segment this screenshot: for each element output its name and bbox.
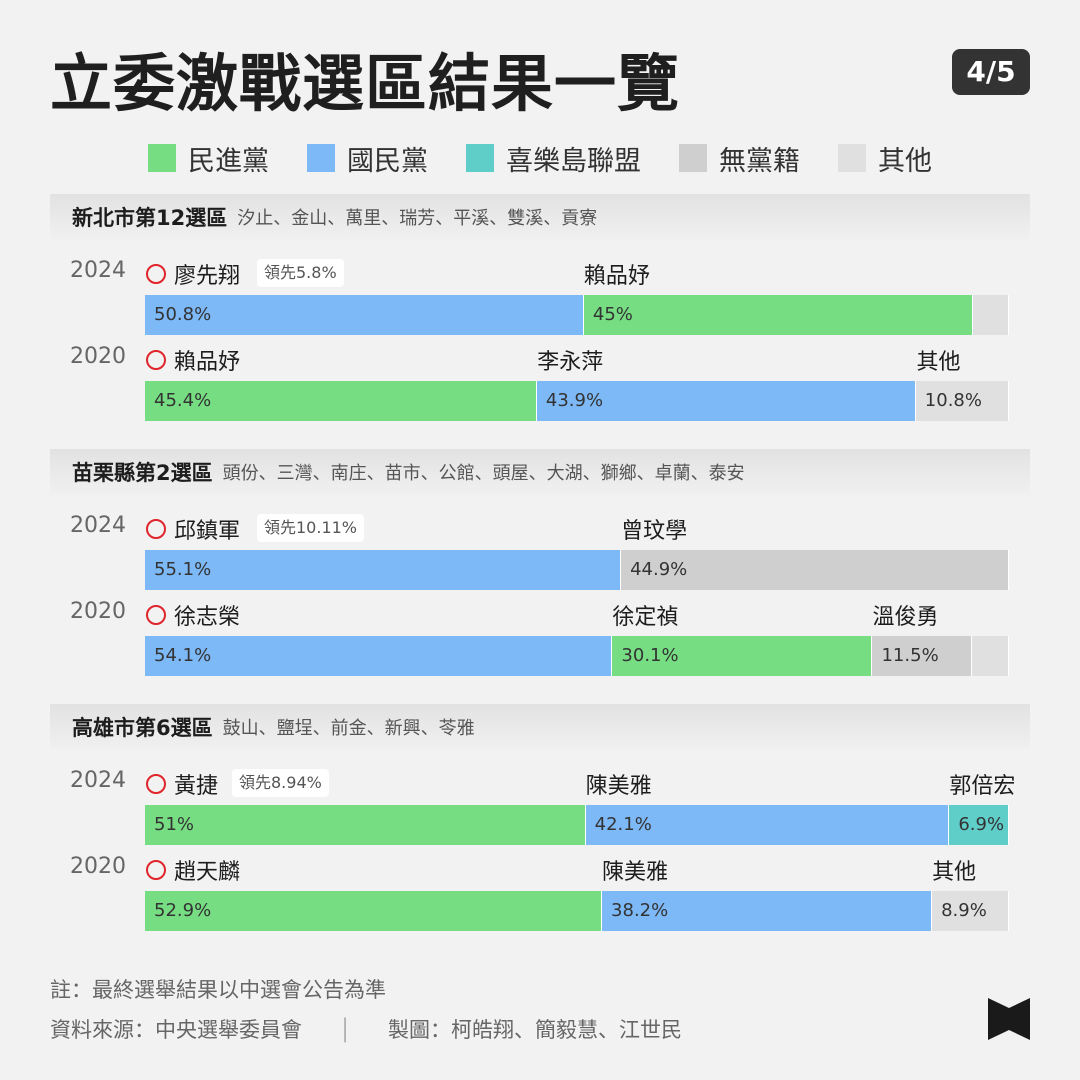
candidate-label: 溫俊勇 [872, 605, 939, 630]
legend-item: 無黨籍 [679, 139, 800, 178]
legend-label: 無黨籍 [719, 145, 800, 177]
legend-item: 其他 [838, 139, 932, 178]
winner-circle-icon [146, 774, 166, 794]
bar-segment: 10.8% [915, 381, 1010, 421]
legend-label: 喜樂島聯盟 [506, 145, 641, 177]
bar-segment: 45.4% [145, 381, 537, 421]
bar-segment: 38.2% [602, 891, 933, 931]
district-block: 高雄市第6選區 鼓山、鹽埕、前金、新興、苓雅 2024 黃捷 領先8.94% 陳美雅 郭倍宏… [0, 704, 1080, 974]
legend-swatch [466, 144, 494, 172]
legend-label: 民進黨 [188, 145, 269, 177]
winner-name: 黃捷 [174, 774, 219, 799]
election-year: 2024 [70, 258, 126, 283]
bar-segment: 51% [145, 805, 586, 845]
district-name: 高雄市第6選區 [72, 716, 213, 740]
legend-swatch [148, 144, 176, 172]
winner-circle-icon [146, 605, 166, 625]
district-areas: 鼓山、鹽埕、前金、新興、苓雅 [222, 718, 475, 739]
candidate-label: 其他 [916, 350, 961, 375]
district-block: 新北市第12選區 汐止、金山、萬里、瑞芳、平溪、雙溪、貢寮 2024 廖先翔 領先5.8… [0, 194, 1080, 464]
legend-swatch [679, 144, 707, 172]
election-year: 2020 [70, 854, 126, 879]
winner-name: 賴品妤 [174, 350, 241, 375]
result-bar: 51% 42.1% 6.9% [145, 805, 1009, 845]
winner-name: 廖先翔 [174, 264, 241, 289]
winner-circle-icon [146, 264, 166, 284]
election-year: 2024 [70, 513, 126, 538]
legend-item: 民進黨 [148, 139, 269, 178]
credits-text: 製圖：柯皓翔、簡毅慧、江世民 [388, 1018, 683, 1042]
candidate-label: 賴品妤 [583, 264, 650, 289]
election-year: 2020 [70, 344, 126, 369]
legend-item: 國民黨 [307, 139, 428, 178]
election-year: 2020 [70, 599, 126, 624]
bar-segment: 54.1% [145, 636, 613, 676]
result-bar: 55.1% 44.9% [145, 550, 1009, 590]
page-title: 立委激戰選區結果一覽 [50, 47, 681, 120]
bar-segment: 52.9% [145, 891, 603, 931]
district-block: 苗栗縣第2選區 頭份、三灣、南庄、苗市、公館、頭屋、大湖、獅鄉、卓蘭、泰安 2024… [0, 449, 1080, 719]
legend-label: 國民黨 [347, 145, 428, 177]
legend-item: 喜樂島聯盟 [466, 139, 641, 178]
bar-segment: 43.9% [536, 381, 916, 421]
page-indicator: 4/5 [952, 49, 1030, 95]
result-bar: 52.9% 38.2% 8.9% [145, 891, 1009, 931]
candidate-label: 李永萍 [537, 350, 604, 375]
lead-badge: 領先8.94% [232, 769, 329, 797]
legend: 民進黨 國民黨 喜樂島聯盟 無黨籍 其他 [0, 139, 1080, 178]
result-bar: 54.1% 30.1% 11.5% [145, 636, 1009, 676]
winner-circle-icon [146, 350, 166, 370]
candidate-label: 郭倍宏 [949, 774, 1016, 799]
legend-swatch [838, 144, 866, 172]
bar-segment: 45% [583, 295, 973, 335]
bar-segment: 8.9% [932, 891, 1009, 931]
district-header: 新北市第12選區 汐止、金山、萬里、瑞芳、平溪、雙溪、貢寮 [50, 194, 1030, 240]
candidate-label: 曾玟學 [621, 519, 688, 544]
bar-segment: 55.1% [145, 550, 622, 590]
result-bar: 45.4% 43.9% 10.8% [145, 381, 1010, 421]
result-bar: 50.8% 45% [145, 295, 1009, 335]
footnote: 註：最終選舉結果以中選會公告為準 [50, 978, 386, 1002]
publisher-logo-icon [988, 998, 1030, 1040]
separator: │ [338, 1018, 352, 1042]
candidate-label: 其他 [932, 860, 977, 885]
district-header: 高雄市第6選區 鼓山、鹽埕、前金、新興、苓雅 [50, 704, 1030, 750]
candidate-label: 陳美雅 [602, 860, 669, 885]
bar-segment: 11.5% [872, 636, 972, 676]
district-areas: 汐止、金山、萬里、瑞芳、平溪、雙溪、貢寮 [237, 208, 598, 229]
candidate-label: 陳美雅 [585, 774, 652, 799]
district-name: 苗栗縣第2選區 [72, 461, 213, 485]
bar-segment: 42.1% [585, 805, 950, 845]
source-credit-line: 資料來源：中央選舉委員會 │ 製圖：柯皓翔、簡毅慧、江世民 [50, 1014, 682, 1044]
winner-circle-icon [146, 860, 166, 880]
winner-name: 徐志榮 [174, 605, 241, 630]
bar-segment: 6.9% [949, 805, 1009, 845]
winner-name: 趙天麟 [174, 860, 241, 885]
legend-swatch [307, 144, 335, 172]
bar-segment [971, 636, 1009, 676]
bar-segment: 50.8% [145, 295, 584, 335]
candidate-label: 徐定禎 [612, 605, 679, 630]
bar-segment: 44.9% [621, 550, 1009, 590]
district-name: 新北市第12選區 [72, 206, 228, 230]
source-text: 資料來源：中央選舉委員會 [50, 1018, 302, 1042]
district-header: 苗栗縣第2選區 頭份、三灣、南庄、苗市、公館、頭屋、大湖、獅鄉、卓蘭、泰安 [50, 449, 1030, 495]
election-year: 2024 [70, 768, 126, 793]
district-areas: 頭份、三灣、南庄、苗市、公館、頭屋、大湖、獅鄉、卓蘭、泰安 [222, 463, 745, 484]
lead-badge: 領先10.11% [257, 514, 365, 542]
winner-circle-icon [146, 519, 166, 539]
bar-segment [972, 295, 1009, 335]
lead-badge: 領先5.8% [257, 259, 344, 287]
winner-name: 邱鎮軍 [174, 519, 241, 544]
bar-segment: 30.1% [612, 636, 873, 676]
legend-label: 其他 [878, 145, 932, 177]
